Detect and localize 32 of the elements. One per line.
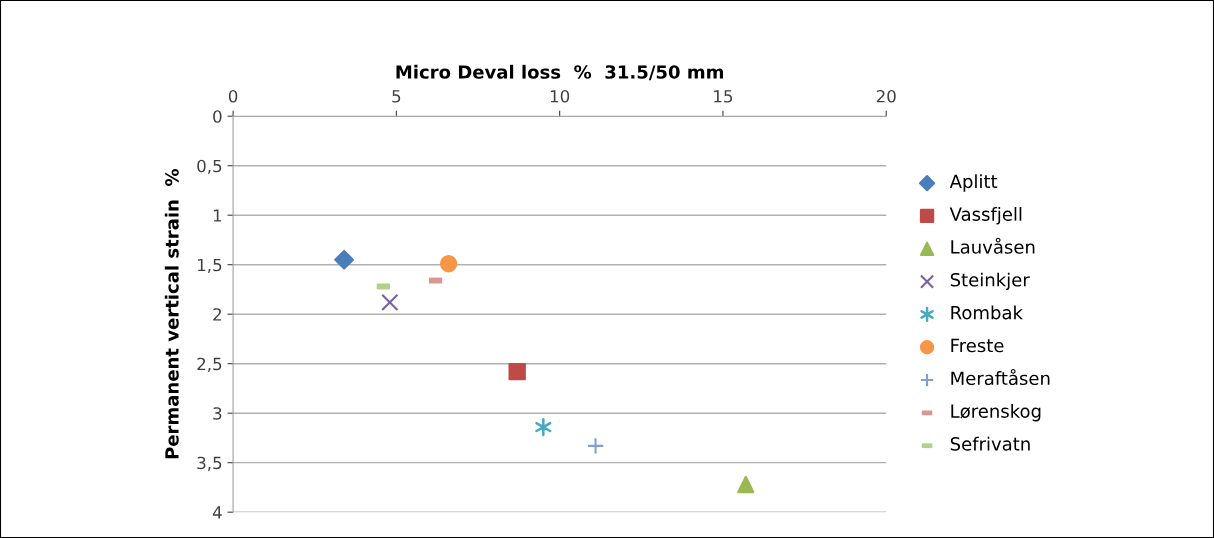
legend-label: Lørenskog	[951, 403, 1041, 422]
y-tick-label: 2,5	[197, 357, 222, 372]
point	[334, 249, 354, 270]
legend-label: Freste	[951, 338, 1004, 353]
x-tick-label: 15	[714, 90, 733, 103]
y-tick-label: 4	[212, 506, 222, 519]
x-tick-label: 0	[228, 89, 238, 103]
y-axis-title: Permanent vertical strain %	[164, 169, 179, 459]
y-tick-label: 0,5	[197, 159, 222, 174]
point	[737, 475, 755, 494]
point	[508, 362, 526, 381]
legend-label: Rombak	[951, 305, 1023, 320]
x-tick-label: 10	[550, 89, 570, 103]
point	[381, 293, 399, 311]
y-tick-label: 1	[213, 209, 222, 222]
y-tick-label: 1,5	[198, 258, 222, 273]
x-tick-label: 5	[392, 90, 401, 103]
legend-label: Aplitt	[949, 174, 998, 192]
legend-label: Meraftåsen	[951, 368, 1050, 386]
legend-label: Lauvåsen	[951, 237, 1035, 254]
point	[439, 255, 458, 273]
legend-label: Sefrivatn	[950, 436, 1030, 451]
legend-label: Vassfjell	[949, 206, 1022, 225]
y-tick-label: 2	[213, 308, 221, 321]
x-axis-title: Micro Deval loss % 31.5/50 mm	[396, 64, 724, 81]
legend-label: Steinkjer	[950, 272, 1030, 291]
point	[535, 417, 552, 437]
y-tick-label: 3,5	[197, 456, 222, 471]
x-tick-label: 20	[876, 89, 896, 103]
y-tick-label: 0	[213, 110, 222, 123]
point	[586, 437, 605, 455]
y-tick-label: 3	[213, 407, 222, 420]
